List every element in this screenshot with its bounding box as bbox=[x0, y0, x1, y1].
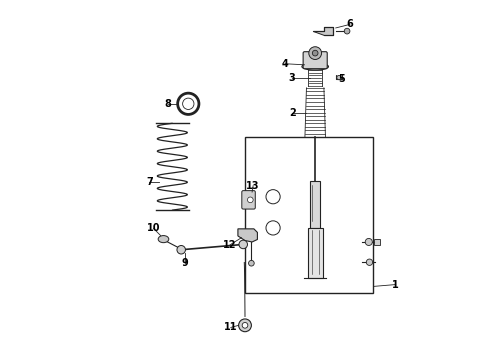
Polygon shape bbox=[238, 229, 257, 242]
Text: 9: 9 bbox=[181, 258, 188, 268]
Circle shape bbox=[344, 28, 350, 34]
Text: 12: 12 bbox=[223, 240, 237, 250]
Circle shape bbox=[312, 50, 318, 56]
Polygon shape bbox=[314, 27, 333, 35]
Bar bbox=[374, 239, 380, 245]
Text: 7: 7 bbox=[146, 177, 153, 187]
Circle shape bbox=[247, 197, 253, 203]
FancyBboxPatch shape bbox=[303, 52, 327, 69]
Text: 10: 10 bbox=[147, 224, 160, 234]
Ellipse shape bbox=[158, 235, 169, 243]
Circle shape bbox=[309, 47, 321, 59]
Bar bbox=[245, 138, 372, 293]
Circle shape bbox=[365, 238, 372, 246]
Circle shape bbox=[266, 221, 280, 235]
Text: 4: 4 bbox=[282, 59, 289, 69]
Circle shape bbox=[248, 260, 254, 266]
Circle shape bbox=[266, 190, 280, 204]
Circle shape bbox=[367, 259, 373, 265]
FancyBboxPatch shape bbox=[242, 191, 255, 209]
Text: 3: 3 bbox=[289, 73, 295, 83]
Circle shape bbox=[239, 240, 247, 249]
Text: 6: 6 bbox=[346, 19, 353, 30]
Circle shape bbox=[242, 323, 248, 328]
Text: 1: 1 bbox=[392, 280, 399, 289]
Text: 13: 13 bbox=[246, 181, 260, 191]
Text: 2: 2 bbox=[289, 108, 295, 118]
Ellipse shape bbox=[302, 63, 328, 70]
Text: 11: 11 bbox=[224, 323, 238, 332]
Circle shape bbox=[337, 76, 341, 80]
Circle shape bbox=[178, 93, 199, 114]
Circle shape bbox=[177, 246, 185, 254]
Circle shape bbox=[239, 319, 251, 332]
Circle shape bbox=[183, 98, 194, 109]
Bar bbox=[310, 181, 320, 228]
Bar bbox=[308, 228, 322, 278]
Text: 5: 5 bbox=[339, 74, 345, 84]
Text: 8: 8 bbox=[164, 99, 171, 109]
